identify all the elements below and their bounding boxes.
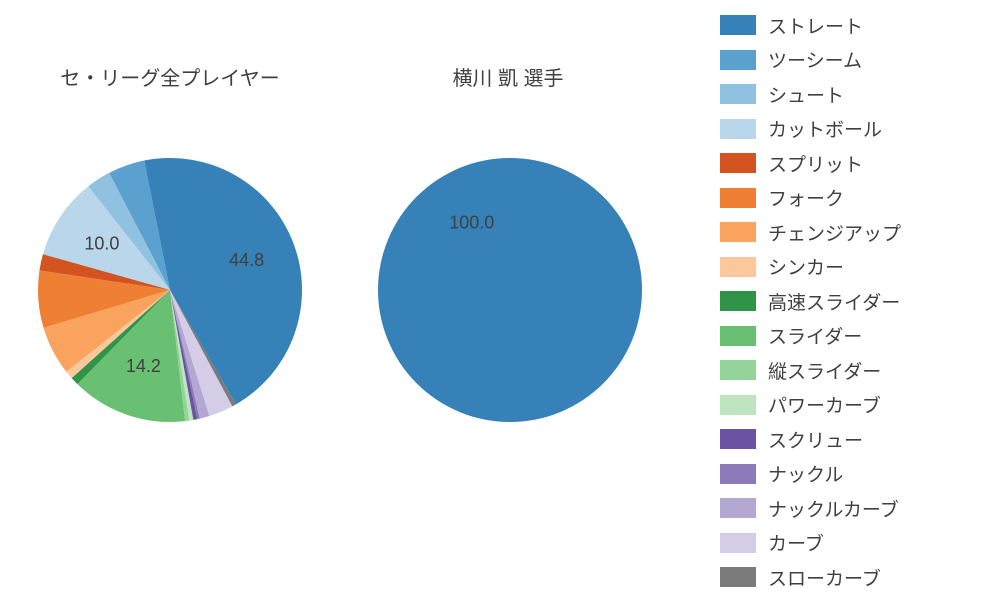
legend-label: ナックルカーブ (768, 495, 899, 522)
pie-slice-label: 100.0 (449, 212, 494, 232)
legend-swatch (720, 257, 756, 277)
legend-swatch (720, 153, 756, 173)
legend-item: フォーク (720, 181, 980, 216)
legend-item: ナックル (720, 457, 980, 492)
legend-item: ストレート (720, 8, 980, 43)
legend-label: スプリット (768, 150, 863, 177)
legend-swatch (720, 84, 756, 104)
legend-label: スライダー (768, 322, 862, 349)
pie-slice-label: 44.8 (229, 250, 264, 270)
legend-swatch (720, 291, 756, 311)
legend-swatch (720, 50, 756, 70)
legend-swatch (720, 464, 756, 484)
legend-label: スクリュー (768, 426, 863, 453)
legend-label: 縦スライダー (768, 357, 881, 384)
chart1-title: セ・リーグ全プレイヤー (40, 62, 300, 91)
legend-item: シンカー (720, 250, 980, 285)
legend-item: 高速スライダー (720, 284, 980, 319)
pie-slice (378, 158, 642, 422)
legend-label: フォーク (768, 184, 844, 211)
legend-label: パワーカーブ (768, 391, 881, 418)
legend-swatch (720, 360, 756, 380)
legend-item: 縦スライダー (720, 353, 980, 388)
legend-label: 高速スライダー (768, 288, 900, 315)
legend-item: スローカーブ (720, 560, 980, 595)
legend-label: チェンジアップ (768, 219, 901, 246)
legend-swatch (720, 326, 756, 346)
legend-swatch (720, 395, 756, 415)
pie-slice-label: 14.2 (126, 356, 161, 376)
legend-label: シュート (768, 81, 844, 108)
pie-slice-label: 10.0 (84, 233, 119, 253)
legend-swatch (720, 15, 756, 35)
chart-container: セ・リーグ全プレイヤー 44.8 10.0 14.2 横川 凱 選手 100.0 ス… (0, 0, 1000, 600)
legend-swatch (720, 188, 756, 208)
legend-swatch (720, 429, 756, 449)
legend-label: ストレート (768, 12, 863, 39)
legend-item: ナックルカーブ (720, 491, 980, 526)
legend-item: カーブ (720, 526, 980, 561)
legend-item: スプリット (720, 146, 980, 181)
legend: ストレートツーシームシュートカットボールスプリットフォークチェンジアップシンカー… (720, 8, 980, 595)
legend-item: チェンジアップ (720, 215, 980, 250)
legend-item: シュート (720, 77, 980, 112)
legend-swatch (720, 222, 756, 242)
chart2-title: 横川 凱 選手 (378, 62, 638, 91)
legend-label: スローカーブ (768, 564, 881, 591)
legend-label: カットボール (768, 115, 882, 142)
legend-label: ナックル (768, 460, 843, 487)
chart1-pie: 44.8 10.0 14.2 (32, 152, 308, 428)
legend-item: カットボール (720, 112, 980, 147)
legend-label: ツーシーム (768, 46, 862, 73)
legend-item: ツーシーム (720, 43, 980, 78)
legend-label: シンカー (768, 253, 844, 280)
legend-label: カーブ (768, 529, 824, 556)
legend-item: スライダー (720, 319, 980, 354)
legend-swatch (720, 119, 756, 139)
legend-swatch (720, 533, 756, 553)
legend-swatch (720, 498, 756, 518)
chart2-pie: 100.0 (372, 152, 648, 428)
legend-item: スクリュー (720, 422, 980, 457)
legend-swatch (720, 567, 756, 587)
legend-item: パワーカーブ (720, 388, 980, 423)
